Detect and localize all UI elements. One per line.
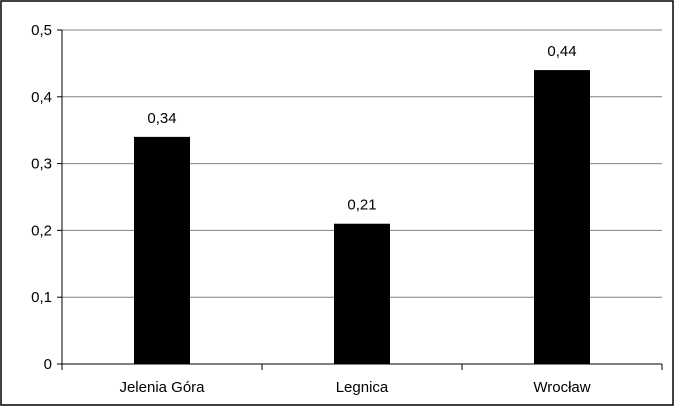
data-label: 0,44: [547, 43, 576, 60]
data-label: 0,21: [347, 197, 376, 214]
x-tick-label: Wrocław: [533, 379, 590, 396]
y-tick-label: 0,5: [31, 22, 52, 39]
y-tick-label: 0,3: [31, 156, 52, 173]
x-tick-label: Jelenia Góra: [119, 379, 205, 396]
labels: 0 0,1 0,2 0,3 0,4 0,5 0,34 Jelenia Góra 0,21 Legn…: [31, 22, 591, 396]
y-tick-label: 0: [44, 356, 52, 373]
x-tick-label: Legnica: [336, 379, 389, 396]
data-label: 0,34: [147, 110, 176, 127]
bar: [534, 70, 590, 364]
bars: [134, 70, 590, 364]
y-tick-label: 0,2: [31, 222, 52, 239]
y-tick-label: 0,4: [31, 89, 52, 106]
bar: [334, 223, 390, 364]
bar: [134, 136, 190, 364]
y-tick-label: 0,1: [31, 289, 52, 306]
